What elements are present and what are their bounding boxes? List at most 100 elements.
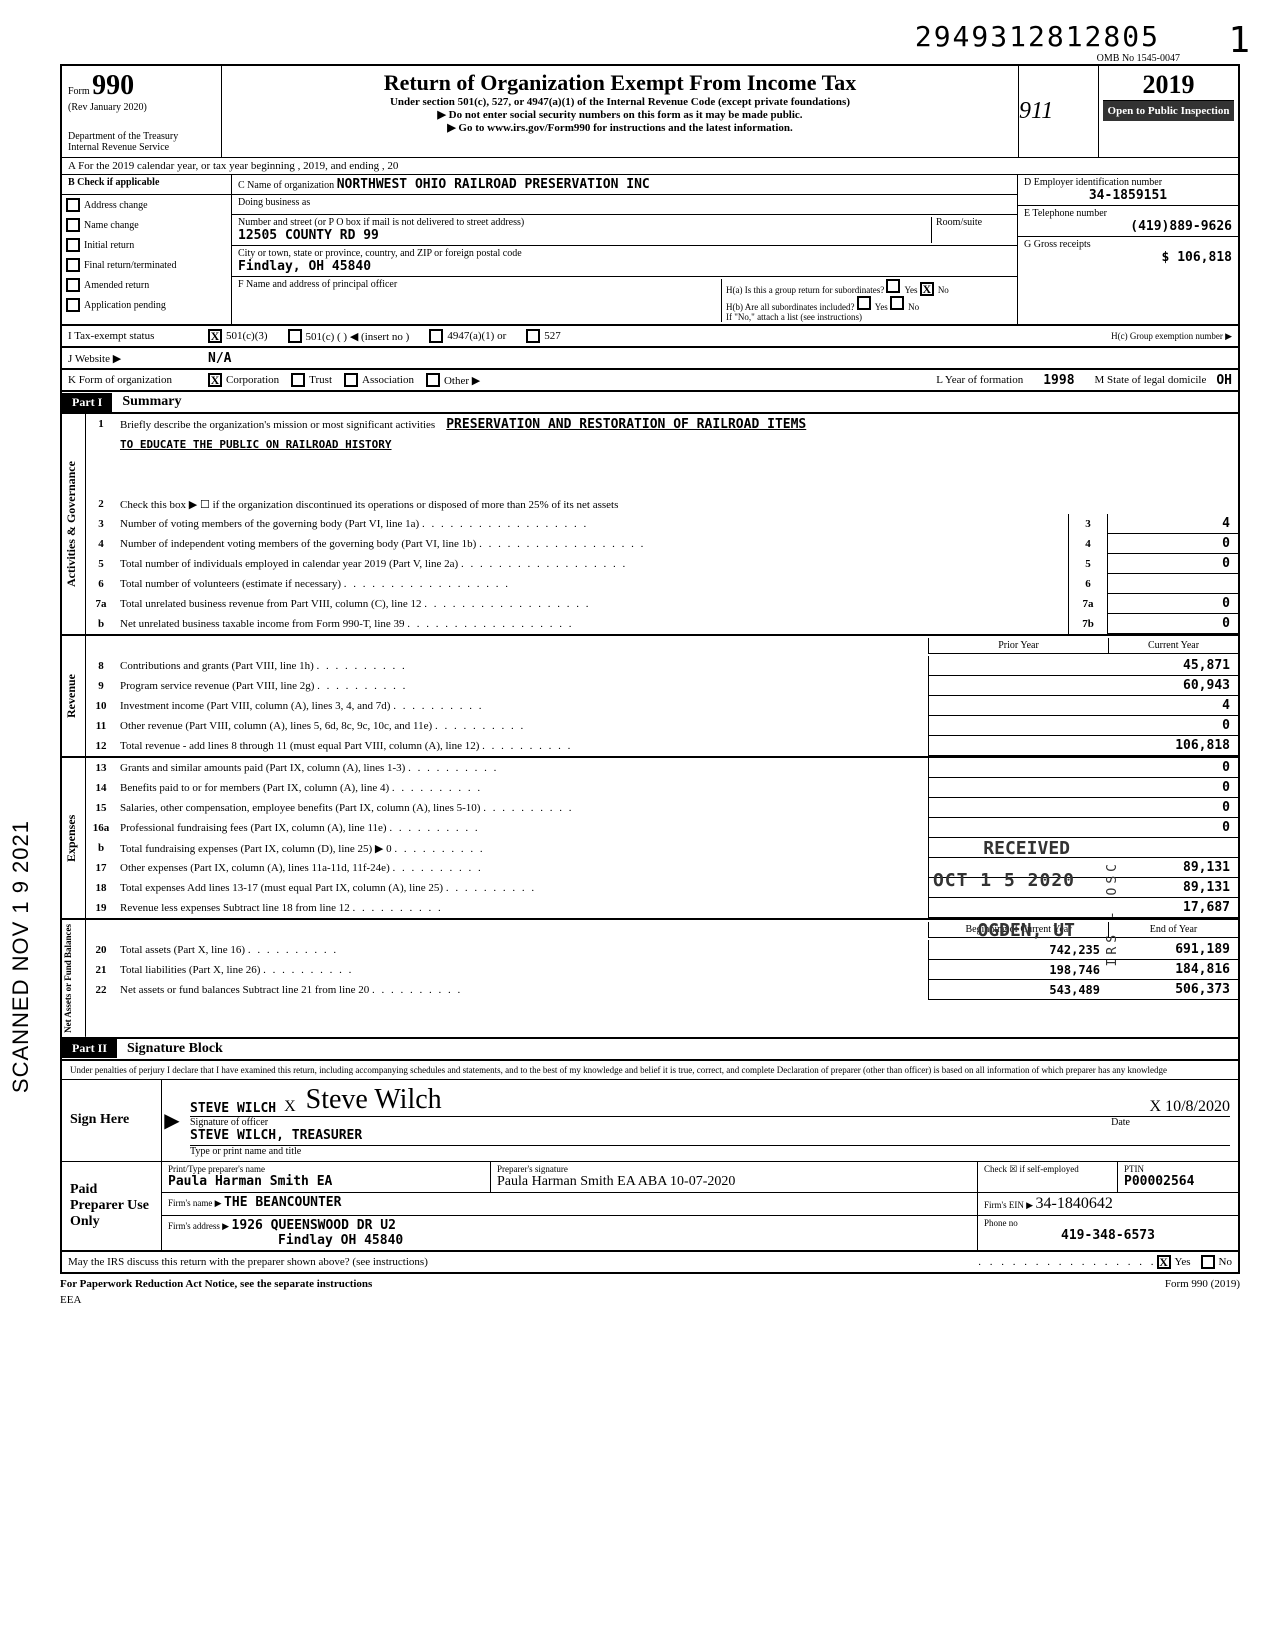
- check-row: Application pending: [62, 295, 231, 315]
- hb-no-checkbox[interactable]: [890, 296, 904, 310]
- prior-val: [928, 676, 1108, 696]
- line-text: Grants and similar amounts paid (Part IX…: [116, 760, 928, 776]
- prior-val: 742,235: [928, 940, 1108, 960]
- 501c-checkbox[interactable]: [288, 329, 302, 343]
- 501c3-checkbox[interactable]: X: [208, 329, 222, 343]
- 4947-checkbox[interactable]: [429, 329, 443, 343]
- other-checkbox[interactable]: [426, 373, 440, 387]
- line-text: Total assets (Part X, line 16) . . . . .…: [116, 942, 928, 958]
- omb-number: OMB No 1545-0047: [60, 53, 1240, 64]
- summary-line: 6Total number of volunteers (estimate if…: [86, 574, 1238, 594]
- ha-no-checkbox[interactable]: X: [920, 282, 934, 296]
- line-text: Total unrelated business revenue from Pa…: [116, 596, 1068, 612]
- paperwork-notice: For Paperwork Reduction Act Notice, see …: [60, 1278, 372, 1290]
- line-text: Total liabilities (Part X, line 26) . . …: [116, 962, 928, 978]
- checkbox[interactable]: [66, 218, 80, 232]
- col-deg: D Employer identification number 34-1859…: [1018, 175, 1238, 324]
- rev-content: Prior Year Current Year 8Contributions a…: [86, 636, 1238, 756]
- summary-line: 19Revenue less expenses Subtract line 18…: [86, 898, 1238, 918]
- line-val: 0: [1108, 534, 1238, 554]
- line-num: 22: [86, 982, 116, 998]
- discuss-no: No: [1219, 1256, 1232, 1268]
- officer-title: STEVE WILCH, TREASURER: [190, 1128, 1230, 1146]
- part1-header-row: Part I Summary: [60, 392, 1240, 414]
- checkbox[interactable]: [66, 238, 80, 252]
- prior-val: [928, 716, 1108, 736]
- row-a-calendar-year: A For the 2019 calendar year, or tax yea…: [60, 157, 1240, 175]
- discuss-yes: Yes: [1175, 1256, 1191, 1268]
- city-value: Findlay, OH 45840: [238, 259, 1011, 274]
- officer-sig-content: STEVE WILCH X Steve Wilch X 10/8/2020 Si…: [182, 1080, 1238, 1161]
- discuss-row: May the IRS discuss this return with the…: [60, 1252, 1240, 1274]
- discuss-no-checkbox[interactable]: [1201, 1255, 1215, 1269]
- line-num: 17: [86, 860, 116, 876]
- assoc-checkbox[interactable]: [344, 373, 358, 387]
- checkbox[interactable]: [66, 278, 80, 292]
- d-ein: D Employer identification number 34-1859…: [1018, 175, 1238, 206]
- line-box: 4: [1068, 534, 1108, 554]
- checkbox[interactable]: [66, 298, 80, 312]
- summary-line: 8Contributions and grants (Part VIII, li…: [86, 656, 1238, 676]
- line-num: 19: [86, 900, 116, 916]
- ein-value: 34-1859151: [1024, 188, 1232, 203]
- firm-name-label: Firm's name ▶: [168, 1198, 222, 1208]
- line-text: Salaries, other compensation, employee b…: [116, 800, 928, 816]
- k-label: K Form of organization: [68, 374, 208, 386]
- line-text: Total revenue - add lines 8 through 11 (…: [116, 738, 928, 754]
- expenses-block: Expenses 13Grants and similar amounts pa…: [60, 758, 1240, 920]
- prior-val: 198,746: [928, 960, 1108, 980]
- checkbox[interactable]: [66, 258, 80, 272]
- current-val: [1108, 838, 1238, 858]
- line-num: 13: [86, 760, 116, 776]
- line-box: 7b: [1068, 614, 1108, 634]
- corp-checkbox[interactable]: X: [208, 373, 222, 387]
- initials-icon: 911: [1019, 98, 1098, 125]
- line-text: Net unrelated business taxable income fr…: [116, 616, 1068, 632]
- url-instructions: ▶ Go to www.irs.gov/Form990 for instruct…: [226, 121, 1014, 134]
- ha-yes-checkbox[interactable]: [886, 279, 900, 293]
- discuss-text: May the IRS discuss this return with the…: [68, 1256, 978, 1268]
- summary-line: 10Investment income (Part VIII, column (…: [86, 696, 1238, 716]
- net-assets-block: Net Assets or Fund Balances Beginning of…: [60, 920, 1240, 1039]
- addr-label: Number and street (or P O box if mail is…: [238, 217, 931, 228]
- line-num: 20: [86, 942, 116, 958]
- summary-line: 22Net assets or fund balances Subtract l…: [86, 980, 1238, 1000]
- discuss-yes-checkbox[interactable]: X: [1157, 1255, 1171, 1269]
- signature-initials: 911: [1018, 66, 1098, 157]
- firm-addr2: Findlay OH 45840: [278, 1233, 403, 1248]
- date-label: Date: [1111, 1117, 1130, 1128]
- line-num: b: [86, 616, 116, 632]
- revenue-block: Revenue Prior Year Current Year 8Contrib…: [60, 636, 1240, 758]
- eea: EEA: [60, 1294, 1240, 1306]
- summary-line: 9Program service revenue (Part VIII, lin…: [86, 676, 1238, 696]
- signature-block: Under penalties of perjury I declare tha…: [60, 1061, 1240, 1252]
- line-text: Net assets or fund balances Subtract lin…: [116, 982, 928, 998]
- current-val: 0: [1108, 798, 1238, 818]
- summary-line: 11Other revenue (Part VIII, column (A), …: [86, 716, 1238, 736]
- summary-line: bTotal fundraising expenses (Part IX, co…: [86, 838, 1238, 858]
- header-center: Return of Organization Exempt From Incom…: [222, 66, 1018, 157]
- part1-badge: Part I: [62, 393, 112, 412]
- form-label: Form: [68, 86, 90, 97]
- current-val: 60,943: [1108, 676, 1238, 696]
- line-num: b: [86, 840, 116, 856]
- f-row: F Name and address of principal officer …: [232, 277, 1017, 324]
- summary-line: 20Total assets (Part X, line 16) . . . .…: [86, 940, 1238, 960]
- begin-end-header: Beginning of Current Year End of Year: [86, 920, 1238, 940]
- line-text: Total expenses Add lines 13-17 (must equ…: [116, 880, 928, 896]
- trust-checkbox[interactable]: [291, 373, 305, 387]
- state-domicile: OH: [1216, 373, 1232, 388]
- line-text: Total number of individuals employed in …: [116, 556, 1068, 572]
- hb-yes-checkbox[interactable]: [857, 296, 871, 310]
- org-name-row: C Name of organization NORTHWEST OHIO RA…: [232, 175, 1017, 195]
- summary-line: 13Grants and similar amounts paid (Part …: [86, 758, 1238, 778]
- checkbox[interactable]: [66, 198, 80, 212]
- summary-line: 17Other expenses (Part IX, column (A), l…: [86, 858, 1238, 878]
- current-val: 89,131: [1108, 858, 1238, 878]
- 527-checkbox[interactable]: [526, 329, 540, 343]
- line-num: 21: [86, 962, 116, 978]
- summary-line: 15Salaries, other compensation, employee…: [86, 798, 1238, 818]
- org-name: NORTHWEST OHIO RAILROAD PRESERVATION INC: [337, 177, 650, 192]
- line-num: 8: [86, 658, 116, 674]
- preparer-content: Print/Type preparer's name Paula Harman …: [162, 1162, 1238, 1250]
